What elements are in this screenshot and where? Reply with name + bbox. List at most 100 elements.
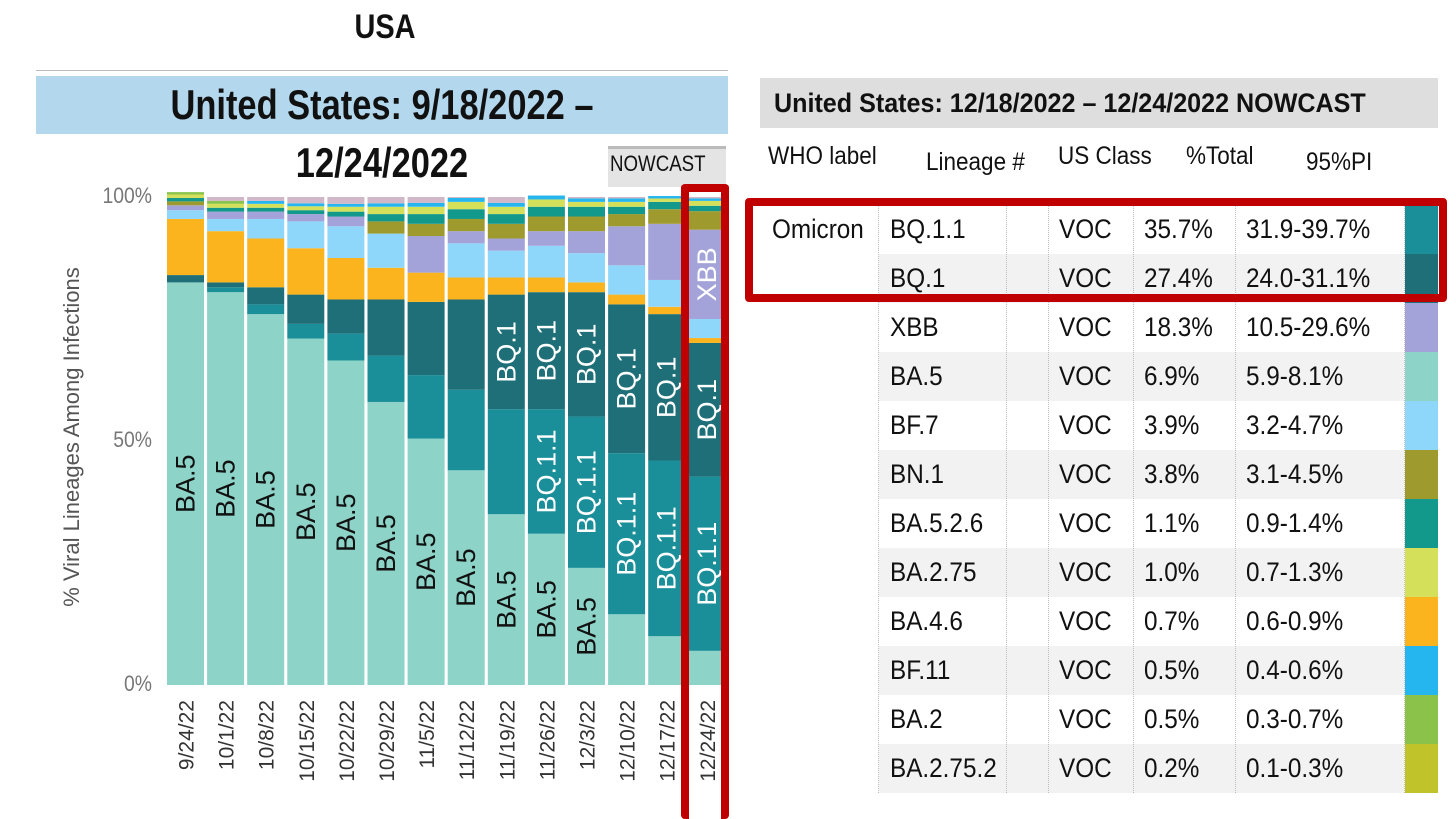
- bar-label: BA.5: [251, 470, 281, 529]
- highlight-box-bq-rows: [745, 198, 1447, 302]
- x-tick-label: 12/17/22: [657, 700, 680, 782]
- cell-lineage: BA.5: [890, 361, 943, 391]
- x-tick-label: 11/19/22: [496, 700, 519, 780]
- nowcast-label: NOWCAST: [610, 151, 706, 176]
- bar-segment: [407, 214, 445, 224]
- bar-segment: [247, 203, 285, 208]
- bar-segment: [407, 236, 445, 273]
- bar-label: BQ.1.1: [692, 522, 722, 606]
- bar-segment: [527, 199, 565, 207]
- cell-total: 1.1%: [1144, 508, 1200, 538]
- table-divider: [878, 205, 879, 793]
- bar-segment: [167, 282, 204, 685]
- x-tick-label: 10/1/22: [216, 700, 239, 770]
- bar-segment: [247, 207, 285, 212]
- bar-label: BQ.1: [612, 348, 642, 410]
- cell-class: VOC: [1059, 606, 1112, 636]
- bar-segment: [167, 205, 204, 211]
- x-tick-label: 11/12/22: [456, 700, 479, 780]
- bar-segment: [207, 282, 245, 288]
- col-header-lineage: Lineage #: [926, 148, 1025, 176]
- cell-lineage: BA.5.2.6: [890, 508, 984, 538]
- left-banner: United States: 9/18/2022 – 12/24/2022: [36, 76, 728, 186]
- color-swatch: [1405, 205, 1438, 254]
- table-row: BN.1 VOC 3.8% 3.1-4.5%: [762, 450, 1438, 499]
- bar-segment: [287, 221, 325, 249]
- bar-label: BQ.1.1: [652, 506, 682, 590]
- bar-segment: [447, 277, 485, 300]
- left-banner-title: United States: 9/18/2022 – 12/24/2022: [170, 81, 594, 186]
- bar-segment: [447, 243, 485, 278]
- bar-segment: [167, 275, 204, 283]
- x-tick-label: 11/26/22: [536, 700, 559, 780]
- bar-segment: [447, 389, 485, 471]
- bar-segment: [287, 338, 325, 685]
- table-title: United States: 12/18/2022 – 12/24/2022 N…: [774, 88, 1366, 118]
- bar-segment: [648, 279, 686, 307]
- bar-segment: [648, 209, 686, 224]
- bar-label: BQ.1: [652, 357, 682, 419]
- bar-label: BQ.1.1: [531, 429, 561, 513]
- color-swatch: [1405, 303, 1438, 352]
- cell-total: 0.5%: [1144, 655, 1200, 685]
- bar-segment: [608, 226, 646, 266]
- cell-pi: 31.9-39.7%: [1246, 214, 1371, 244]
- bar-segment: [568, 292, 605, 417]
- table-row: XBB VOC 18.3% 10.5-29.6%: [762, 303, 1438, 352]
- bar-segment: [367, 299, 405, 356]
- bar-segment: [447, 218, 485, 232]
- bar-segment: [527, 292, 565, 410]
- cell-class: VOC: [1059, 459, 1112, 489]
- bar-segment: [327, 299, 365, 334]
- bar-segment: [247, 287, 285, 305]
- bar-segment: [167, 201, 204, 206]
- banner-divider: [36, 70, 728, 71]
- bar-segment: [167, 194, 204, 198]
- bar-segment: [367, 401, 405, 685]
- bar-label: BA.5: [531, 580, 561, 639]
- bar-segment: [407, 223, 445, 237]
- color-swatch: [1405, 597, 1438, 646]
- cell-total: 6.9%: [1144, 361, 1200, 391]
- bar-segment: [207, 287, 245, 293]
- bar-label: BQ.1.1: [612, 492, 642, 576]
- col-header-total: %Total: [1186, 142, 1254, 170]
- cell-class: VOC: [1059, 214, 1112, 244]
- cell-who: Omicron: [772, 214, 864, 244]
- bar-segment: [287, 210, 325, 215]
- cell-lineage: BN.1: [890, 459, 945, 489]
- bar-segment: [648, 201, 686, 210]
- bar-segment: [688, 198, 726, 201]
- color-swatch: [1405, 646, 1438, 695]
- cell-class: VOC: [1059, 361, 1112, 391]
- cell-pi: 0.9-1.4%: [1246, 508, 1344, 538]
- bar-segment: [608, 197, 646, 199]
- bar-segment: [247, 304, 285, 315]
- bar-label: XBB: [692, 247, 722, 301]
- cell-total: 1.0%: [1144, 557, 1200, 587]
- bar-segment: [367, 233, 405, 268]
- table-row: BA.4.6 VOC 0.7% 0.6-0.9%: [762, 597, 1438, 646]
- bar-segment: [207, 231, 245, 283]
- bar-segment: [688, 650, 726, 685]
- cell-pi: 0.6-0.9%: [1246, 606, 1344, 636]
- bar-segment: [367, 221, 405, 234]
- bar-segment: [487, 206, 525, 215]
- bar-segment: [287, 214, 325, 222]
- bar-segment: [207, 218, 245, 232]
- row-stripe: [879, 352, 1404, 401]
- bar-segment: [407, 375, 445, 439]
- bar-segment: [327, 226, 365, 258]
- bar-segment: [287, 248, 325, 295]
- cell-pi: 3.1-4.5%: [1246, 459, 1344, 489]
- bar-segment: [447, 299, 485, 390]
- color-swatch: [1405, 352, 1438, 401]
- bar-segment: [447, 209, 485, 219]
- bar-segment: [207, 292, 245, 685]
- bar-segment: [608, 614, 646, 685]
- x-tick-label: 10/8/22: [256, 700, 279, 770]
- table-row: BA.2.75.2 VOC 0.2% 0.1-0.3%: [762, 744, 1438, 793]
- bar-segment: [568, 197, 605, 199]
- bar-segment: [327, 216, 365, 227]
- table-divider: [1048, 205, 1049, 793]
